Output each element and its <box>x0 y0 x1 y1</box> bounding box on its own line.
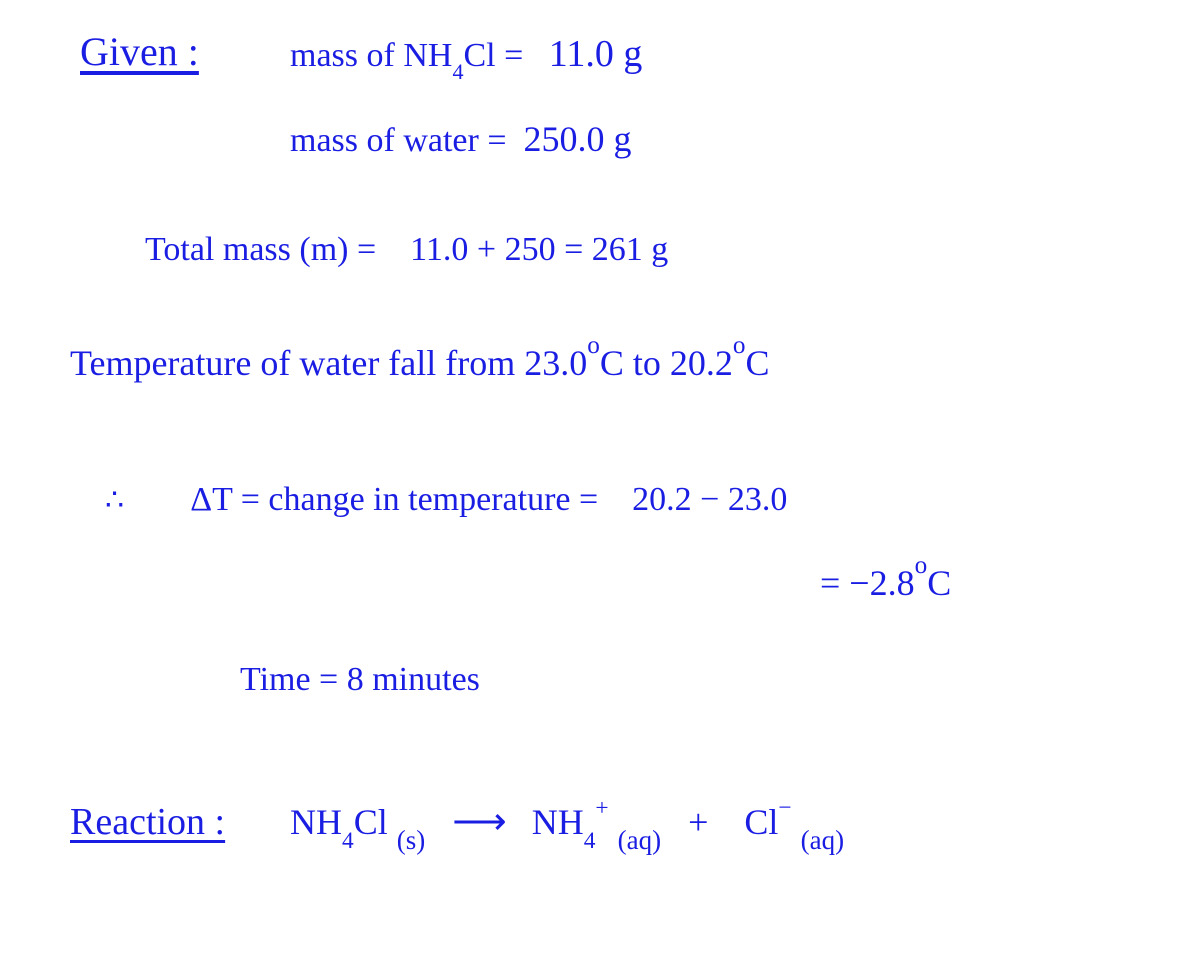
state-aq2: (aq) <box>801 825 844 855</box>
sub-4b: 4 <box>584 828 596 854</box>
total-mass-line: Total mass (m) = 11.0 + 250 = 261 g <box>145 230 668 271</box>
temperature-line: Temperature of water fall from 23.0oC to… <box>70 340 769 385</box>
reaction-equation: NH4Cl (s) ⟶ NH4+ (aq) + Cl− (aq) <box>290 800 844 850</box>
reaction-cl2: Cl <box>744 802 778 842</box>
reaction-rhs2: Cl− (aq) <box>744 802 844 842</box>
reaction-lhs: NH4Cl (s) <box>290 802 434 842</box>
dt-result-unit: C <box>927 563 951 603</box>
deg-icon: o <box>915 552 928 579</box>
mass-water-value: 250.0 g <box>524 119 632 159</box>
dt-label: ΔT = change in temperature = <box>190 481 598 518</box>
therefore-symbol: ∴ <box>105 484 124 517</box>
delta-t-result: = −2.8oC <box>820 560 951 605</box>
deg-icon: o <box>587 332 600 359</box>
reaction-nh: NH <box>290 802 342 842</box>
arrow-icon: ⟶ <box>452 800 504 846</box>
dt-result-eq: = −2.8 <box>820 563 915 603</box>
given-heading: Given : <box>80 28 199 76</box>
total-mass-label: Total mass (m) = <box>145 231 376 268</box>
reaction-heading: Reaction : <box>70 800 225 846</box>
plus-symbol: + <box>688 802 708 842</box>
dt-expr: 20.2 − 23.0 <box>632 481 787 518</box>
temp-part-b: C to 20.2 <box>600 343 733 383</box>
total-mass-expr: 11.0 + 250 = 261 g <box>410 231 668 268</box>
mass-water-line: mass of water = 250.0 g <box>290 118 632 162</box>
mass-nh4cl-label: mass of NH <box>290 37 452 74</box>
mass-water-label: mass of water = <box>290 122 507 159</box>
state-aq1: (aq) <box>618 825 661 855</box>
deg-icon: o <box>733 332 746 359</box>
reaction-rhs1: NH4+ (aq) <box>532 802 670 842</box>
handwritten-page: Given : mass of NH4Cl = 11.0 g mass of w… <box>0 0 1200 967</box>
time-line: Time = 8 minutes <box>240 660 480 701</box>
sup-plus: + <box>595 795 608 821</box>
reaction-cl: Cl <box>354 802 388 842</box>
sub-4: 4 <box>342 828 354 854</box>
delta-t-line: ∴ ΔT = change in temperature = 20.2 − 23… <box>105 480 787 521</box>
sup-minus: − <box>778 795 791 821</box>
nh4cl-tail: Cl = <box>463 37 523 74</box>
temp-part-c: C <box>745 343 769 383</box>
mass-nh4cl-value: 11.0 g <box>549 33 643 75</box>
mass-nh4cl-line: mass of NH4Cl = 11.0 g <box>290 32 642 80</box>
state-s: (s) <box>397 825 426 855</box>
nh4-sub: 4 <box>452 59 463 84</box>
reaction-nh4: NH <box>532 802 584 842</box>
temp-part-a: Temperature of water fall from 23.0 <box>70 343 587 383</box>
